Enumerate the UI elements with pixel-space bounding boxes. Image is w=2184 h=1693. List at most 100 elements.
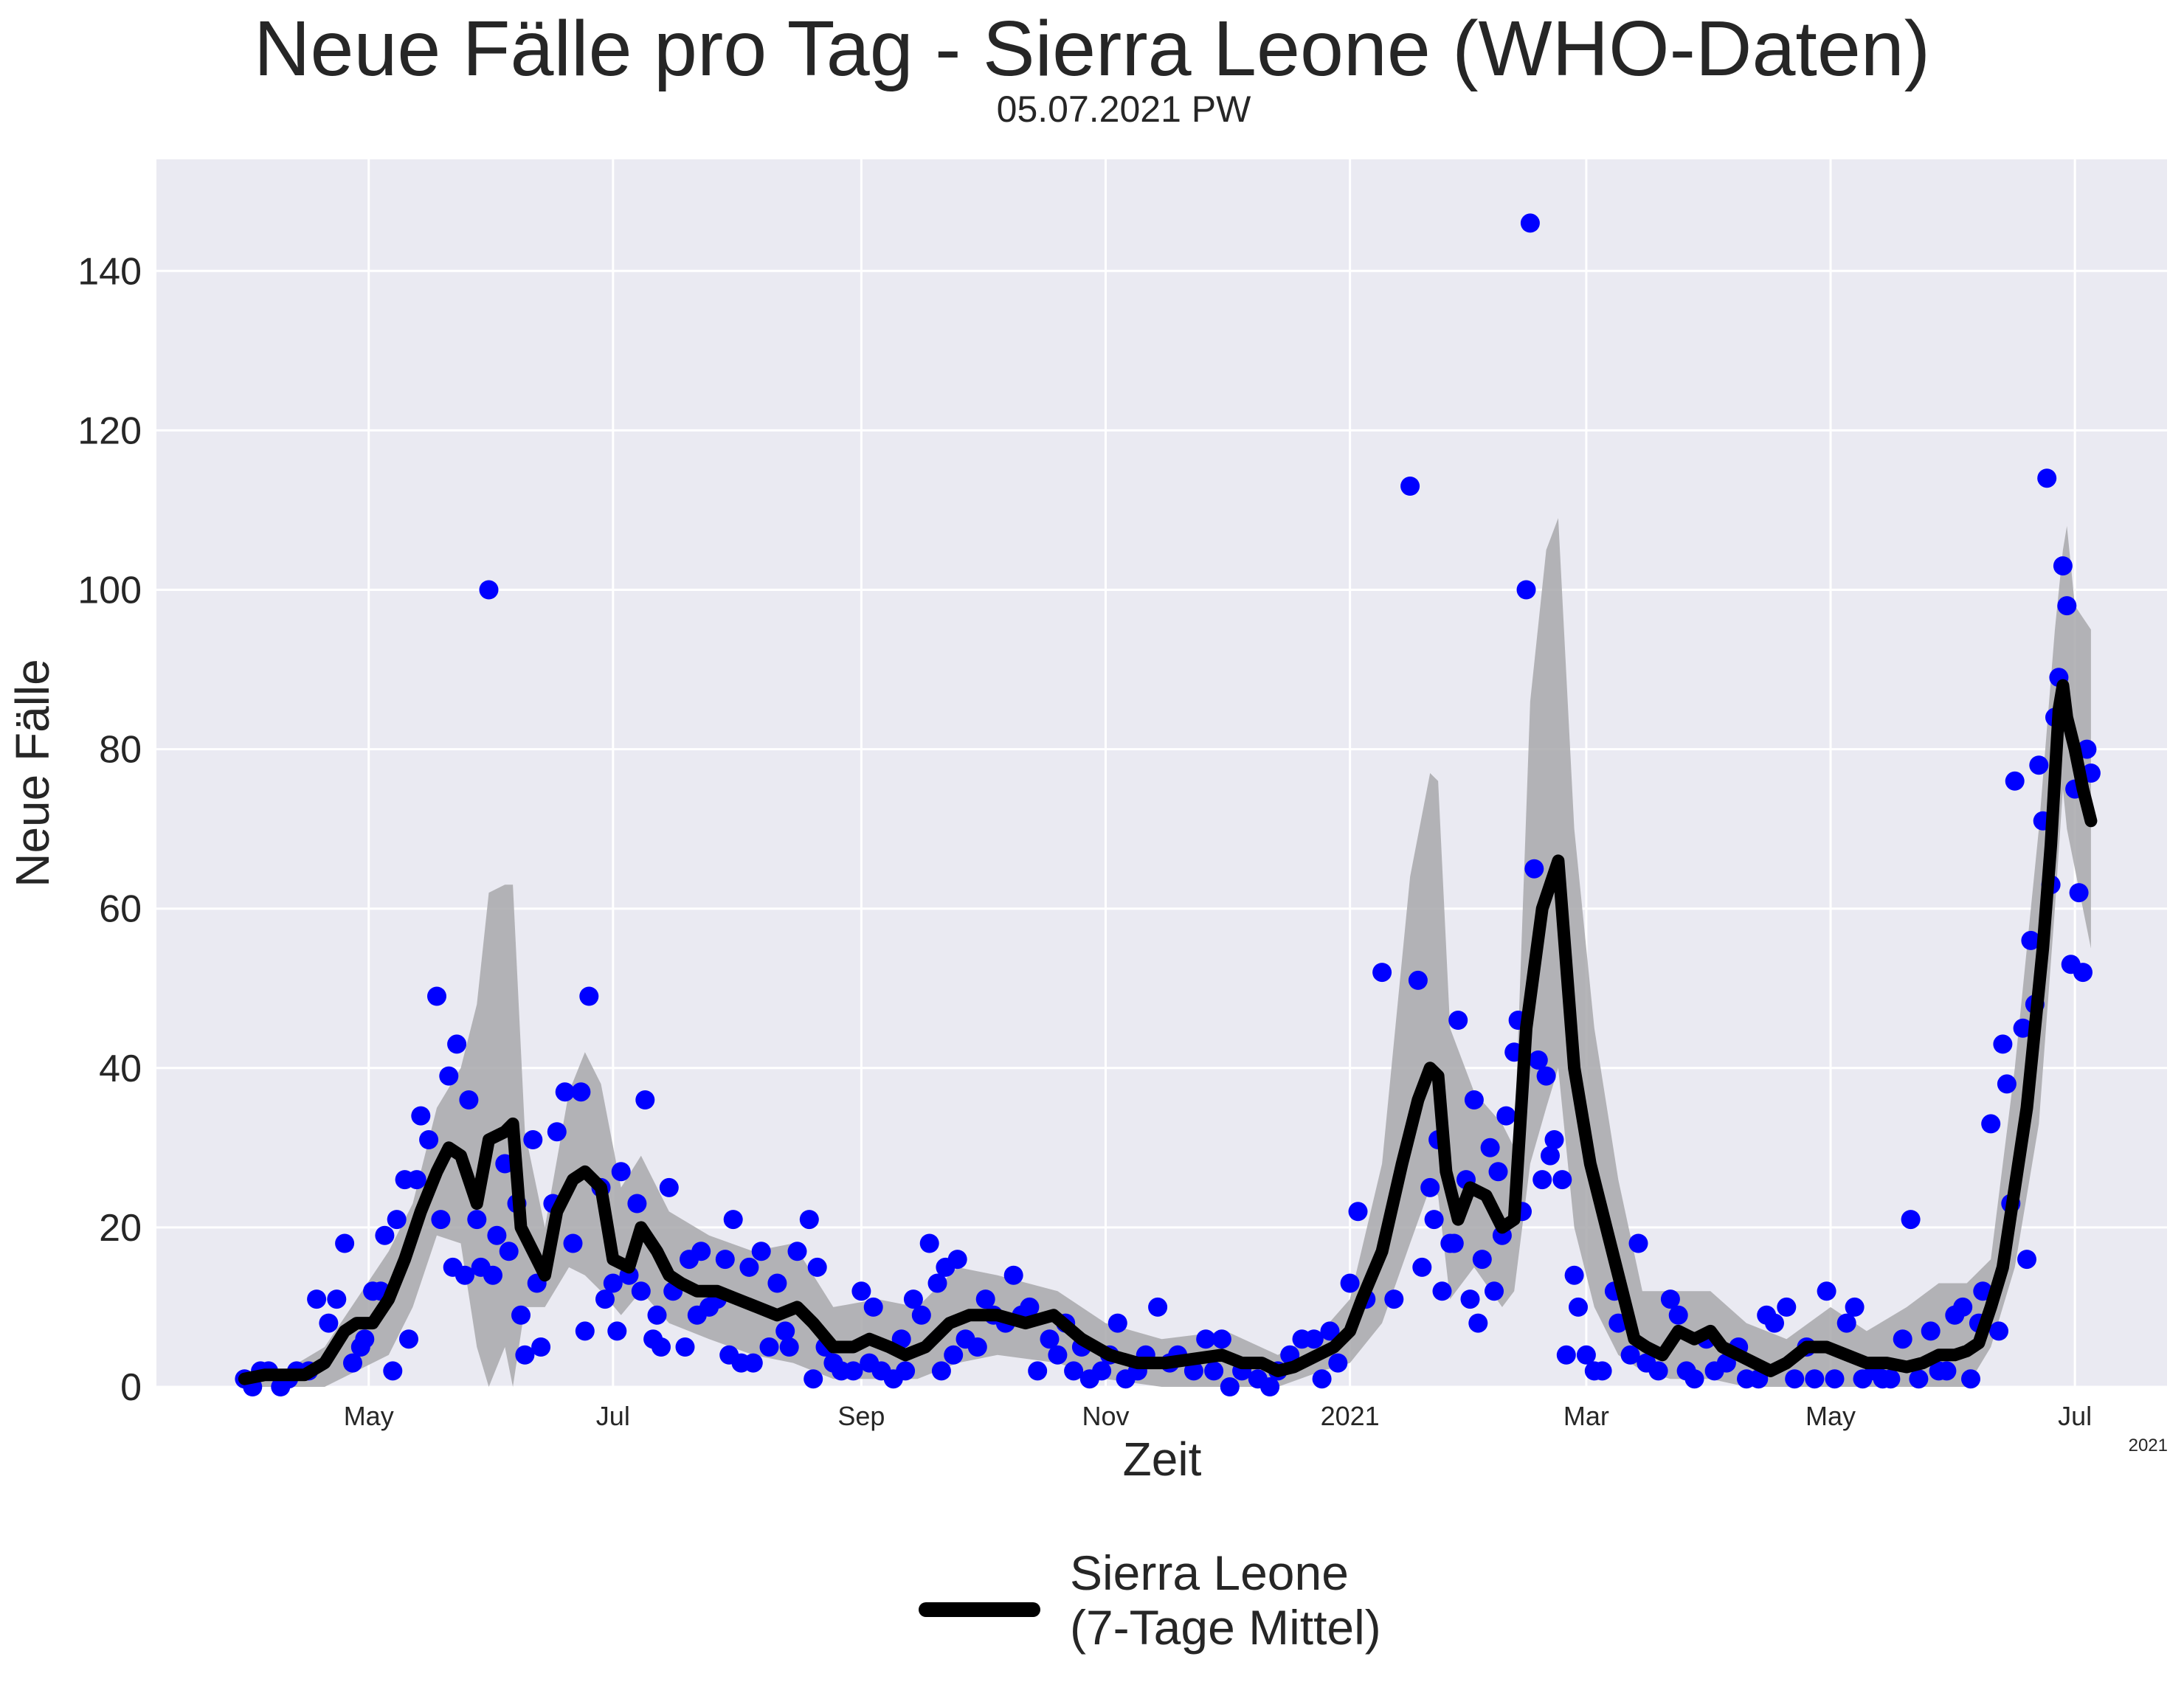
daily-case-point <box>1148 1297 1168 1317</box>
daily-case-point <box>1028 1361 1048 1381</box>
x-tick-label: Mar <box>1563 1401 1609 1431</box>
daily-case-point <box>1921 1321 1941 1341</box>
daily-case-point <box>603 1273 623 1293</box>
daily-case-point <box>1320 1321 1340 1341</box>
daily-case-point <box>1003 1265 1023 1285</box>
y-tick-label: 0 <box>120 1366 142 1409</box>
daily-case-point <box>743 1353 763 1373</box>
daily-case-point <box>595 1289 615 1309</box>
daily-case-point <box>691 1242 711 1261</box>
chart-subtitle: 05.07.2021 PW <box>996 89 1251 130</box>
daily-case-point <box>631 1281 651 1301</box>
daily-case-point <box>1424 1210 1444 1230</box>
daily-case-point <box>1020 1297 1040 1317</box>
daily-case-point <box>1328 1353 1348 1373</box>
seven-day-average-line <box>238 679 2098 1385</box>
daily-case-point <box>1092 1361 1112 1381</box>
daily-case-point <box>575 1321 595 1341</box>
y-tick-label: 40 <box>99 1048 142 1090</box>
daily-case-point <box>1993 1034 2013 1054</box>
x-tick-label: 2021 <box>1321 1401 1380 1431</box>
chart-title: Neue Fälle pro Tag - Sierra Leone (WHO-D… <box>253 5 1931 92</box>
daily-case-point <box>1496 1106 1516 1126</box>
daily-case-point <box>931 1361 951 1381</box>
daily-case-point <box>1520 213 1540 233</box>
daily-case-point <box>427 986 446 1006</box>
daily-case-point <box>607 1321 627 1341</box>
daily-case-point <box>483 1265 502 1285</box>
daily-case-point <box>1569 1297 1588 1317</box>
daily-case-point <box>1785 1369 1805 1389</box>
daily-case-point <box>307 1289 327 1309</box>
daily-case-point <box>1937 1361 1957 1381</box>
daily-case-point <box>896 1361 916 1381</box>
daily-case-point <box>767 1273 787 1293</box>
daily-case-point <box>555 1082 575 1102</box>
daily-case-point <box>411 1106 431 1126</box>
daily-case-point <box>903 1289 923 1309</box>
y-tick-label: 120 <box>77 409 142 452</box>
daily-case-point <box>975 1289 995 1309</box>
daily-case-point <box>579 986 599 1006</box>
daily-case-point <box>343 1353 362 1373</box>
daily-case-point <box>1777 1297 1797 1317</box>
daily-case-point <box>804 1369 823 1389</box>
daily-case-point <box>1048 1345 1068 1365</box>
daily-case-point <box>319 1313 339 1333</box>
daily-case-point <box>1204 1361 1224 1381</box>
daily-case-point <box>1989 1321 2008 1341</box>
daily-case-point <box>659 1177 679 1197</box>
daily-case-point <box>807 1257 827 1277</box>
daily-case-point <box>635 1090 655 1109</box>
daily-case-point <box>1460 1289 1480 1309</box>
tick-layer: 0 20 40 60 80 100 120 140 May Jul Sep Nov 2021 Mar May… <box>77 250 2092 1431</box>
daily-case-point <box>1212 1329 1231 1349</box>
daily-case-point <box>1817 1281 1836 1301</box>
daily-case-point <box>499 1242 519 1261</box>
daily-case-point <box>355 1329 375 1349</box>
daily-case-point <box>1420 1177 1440 1197</box>
daily-case-point <box>1432 1281 1452 1301</box>
daily-case-point <box>1628 1233 1648 1253</box>
daily-case-point <box>1183 1361 1203 1381</box>
y-axis-label: Neue Fälle <box>6 659 59 887</box>
daily-case-point <box>1660 1289 1680 1309</box>
daily-case-point <box>447 1034 467 1054</box>
daily-case-point <box>775 1321 795 1341</box>
daily-case-point <box>1340 1273 1360 1293</box>
daily-case-point <box>387 1210 407 1230</box>
daily-case-point <box>335 1233 355 1253</box>
daily-case-point <box>1825 1369 1845 1389</box>
daily-case-point <box>399 1329 418 1349</box>
x-tick-label: Nov <box>1082 1401 1129 1431</box>
daily-case-point <box>571 1082 591 1102</box>
x-tick-label: May <box>344 1401 394 1431</box>
daily-case-point <box>1040 1329 1060 1349</box>
daily-case-point <box>383 1361 403 1381</box>
daily-case-point <box>515 1345 535 1365</box>
daily-case-point <box>751 1242 771 1261</box>
y-tick-label: 60 <box>99 888 142 931</box>
daily-case-point <box>1893 1329 1912 1349</box>
daily-case-point <box>627 1194 647 1214</box>
daily-case-point <box>1973 1281 1993 1301</box>
y-tick-label: 140 <box>77 250 142 293</box>
daily-case-point <box>1552 1170 1572 1190</box>
daily-case-point <box>1220 1377 1240 1396</box>
daily-case-point <box>799 1210 819 1230</box>
daily-case-point <box>1196 1329 1216 1349</box>
daily-case-point <box>1836 1313 1856 1333</box>
daily-case-point <box>459 1090 479 1109</box>
daily-case-point <box>843 1361 863 1381</box>
daily-case-point <box>967 1337 987 1357</box>
daily-case-point <box>647 1305 667 1325</box>
y-tick-label: 100 <box>77 569 142 612</box>
daily-case-point <box>2013 1018 2033 1038</box>
daily-case-point <box>652 1337 671 1357</box>
daily-case-point <box>2053 556 2073 576</box>
daily-case-point <box>947 1250 967 1270</box>
daily-case-point <box>2057 596 2077 616</box>
daily-case-point <box>2069 883 2089 903</box>
daily-case-point <box>863 1297 883 1317</box>
daily-case-point <box>1464 1090 1484 1109</box>
